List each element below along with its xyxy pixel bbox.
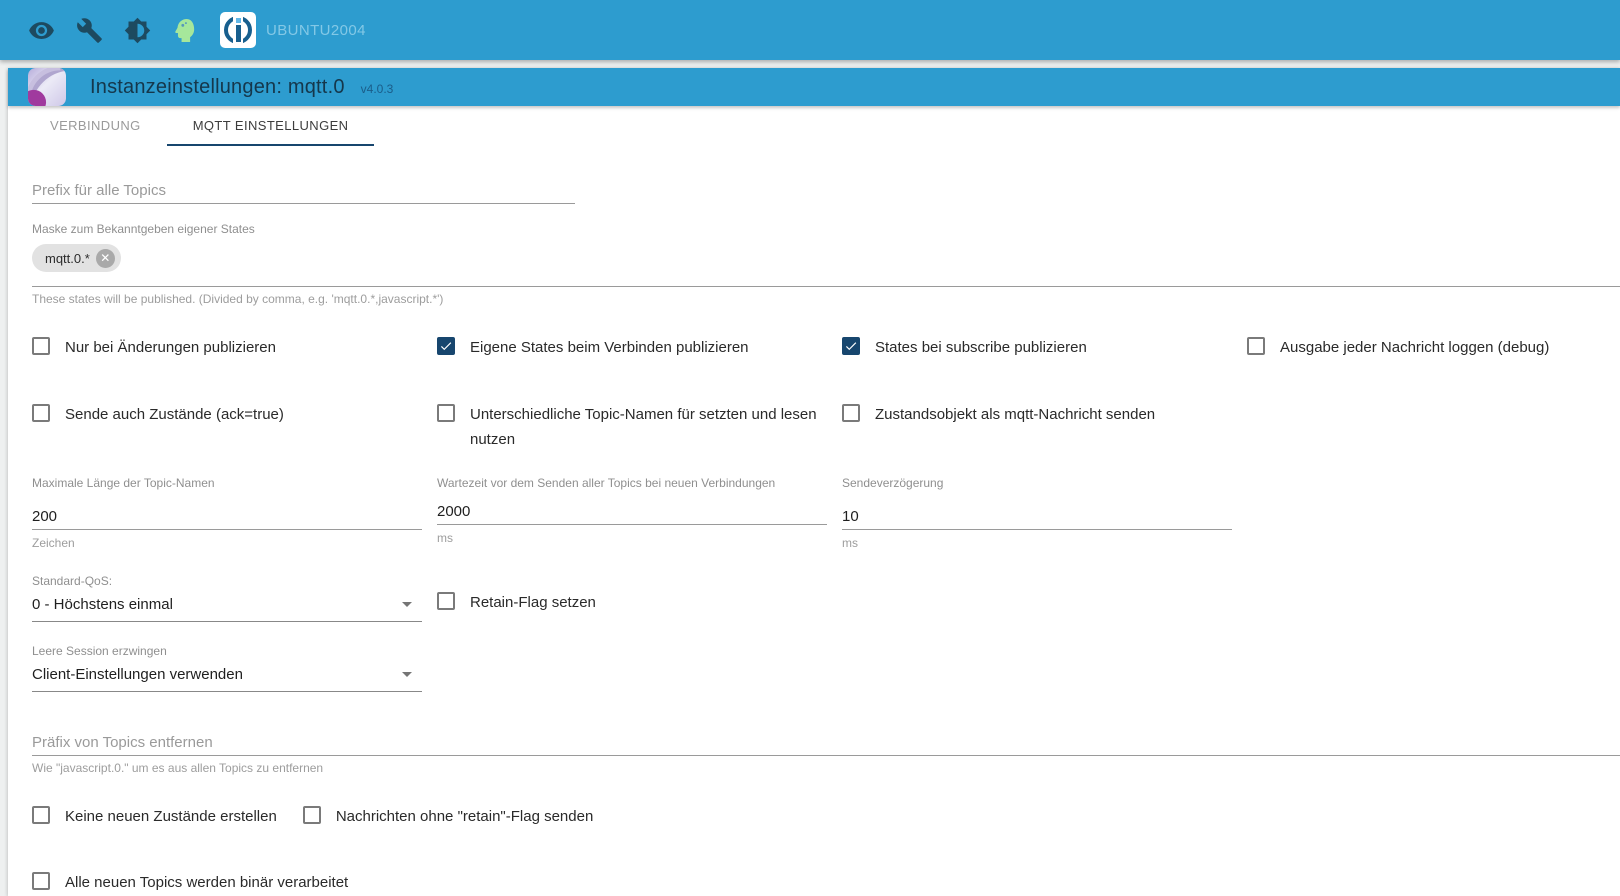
field-label: Maximale Länge der Topic-Namen bbox=[32, 475, 215, 490]
host-head-icon[interactable] bbox=[172, 17, 199, 44]
mask-label: Maske zum Bekanntgeben eigener States bbox=[32, 222, 255, 237]
send-delay-input[interactable] bbox=[842, 507, 1232, 529]
chevron-down-icon bbox=[402, 601, 412, 607]
tab-verbindung[interactable]: VERBINDUNG bbox=[50, 117, 141, 133]
hostname-label: UBUNTU2004 bbox=[266, 21, 366, 39]
checkbox-different-topic-names[interactable]: Unterschiedliche Topic-Namen für setzten… bbox=[437, 403, 827, 453]
max-topic-length-field: Maximale Länge der Topic-Namen Zeichen bbox=[32, 475, 422, 550]
iobroker-logo[interactable] bbox=[220, 12, 256, 48]
logo-i-dot bbox=[235, 18, 241, 23]
checkbox-label: Unterschiedliche Topic-Namen für setzten… bbox=[470, 406, 817, 448]
dialog-title-bar: Instanzeinstellungen: mqtt.0 v4.0.3 bbox=[8, 68, 1620, 107]
mqtt-adapter-icon bbox=[28, 68, 66, 107]
instance-settings-dialog: Instanzeinstellungen: mqtt.0 v4.0.3 VERB… bbox=[8, 68, 1620, 896]
checkbox-label: Zustandsobjekt als mqtt-Nachricht senden bbox=[875, 406, 1156, 423]
page-title: Instanzeinstellungen: mqtt.0 bbox=[90, 75, 345, 98]
checkbox-retain-flag[interactable]: Retain-Flag setzen bbox=[437, 591, 842, 616]
checkbox-row-2: Sende auch Zustände (ack=true) Unterschi… bbox=[32, 403, 1620, 453]
top-app-bar: UBUNTU2004 bbox=[0, 0, 1620, 60]
field-label: Wartezeit vor dem Senden aller Topics be… bbox=[437, 475, 776, 490]
remove-prefix-help: Wie "javascript.0." um es aus allen Topi… bbox=[32, 760, 324, 775]
checkbox-label: Nachrichten ohne "retain"-Flag senden bbox=[335, 807, 594, 825]
checkbox-label: Ausgabe jeder Nachricht loggen (debug) bbox=[1280, 339, 1550, 357]
checkbox-label: Keine neuen Zustände erstellen bbox=[65, 807, 277, 825]
checkbox-debug-log[interactable]: Ausgabe jeder Nachricht loggen (debug) bbox=[1247, 336, 1620, 361]
clean-session-select[interactable]: Leere Session erzwingen Client-Einstellu… bbox=[32, 642, 422, 692]
qos-select[interactable]: Standard-QoS: 0 - Höchstens einmal bbox=[32, 572, 422, 622]
mask-chip-text: mqtt.0.* bbox=[45, 250, 90, 266]
checkbox-only-on-change[interactable]: Nur bei Änderungen publizieren bbox=[32, 336, 437, 361]
checkbox-box[interactable] bbox=[302, 805, 321, 824]
settings-form: Maske zum Bekanntgeben eigener States mq… bbox=[8, 146, 1620, 896]
field-unit: ms bbox=[437, 530, 453, 545]
eye-icon[interactable] bbox=[28, 17, 55, 44]
qos-row: Standard-QoS: 0 - Höchstens einmal Retai… bbox=[32, 572, 1620, 622]
background-gap bbox=[0, 60, 1620, 68]
field-unit: Zeichen bbox=[32, 535, 75, 550]
chevron-down-icon bbox=[402, 671, 412, 677]
prefix-field bbox=[32, 182, 575, 205]
clean-session-label: Leere Session erzwingen bbox=[32, 643, 167, 658]
checkbox-publish-on-subscribe[interactable]: States bei subscribe publizieren bbox=[842, 336, 1247, 361]
checkbox-no-new-states[interactable]: Keine neuen Zustände erstellen bbox=[32, 805, 277, 830]
send-wait-field: Wartezeit vor dem Senden aller Topics be… bbox=[437, 475, 827, 550]
checkbox-binary-topics[interactable]: Alle neuen Topics werden binär verarbeit… bbox=[32, 871, 348, 896]
checkbox-box[interactable] bbox=[437, 404, 455, 422]
adapter-version: v4.0.3 bbox=[360, 82, 394, 97]
prefix-input[interactable] bbox=[32, 182, 575, 204]
send-delay-field: Sendeverzögerung ms bbox=[842, 475, 1232, 550]
checkbox-no-retain-flag[interactable]: Nachrichten ohne "retain"-Flag senden bbox=[302, 805, 594, 830]
checkbox-label: States bei subscribe publizieren bbox=[875, 339, 1087, 357]
mask-help: These states will be published. (Divided… bbox=[32, 292, 444, 307]
checkbox-row-4: Alle neuen Topics werden binär verarbeit… bbox=[32, 871, 1620, 896]
max-topic-length-input[interactable] bbox=[32, 507, 422, 529]
checkbox-box[interactable] bbox=[1247, 337, 1265, 356]
checkbox-label: Sende auch Zustände (ack=true) bbox=[65, 406, 284, 423]
checkbox-label: Alle neuen Topics werden binär verarbeit… bbox=[65, 874, 349, 892]
checkbox-label: Eigene States beim Verbinden publizieren bbox=[470, 339, 749, 357]
mask-chip[interactable]: mqtt.0.* ✕ bbox=[32, 244, 121, 273]
field-label: Sendeverzögerung bbox=[842, 475, 944, 490]
chip-delete-icon[interactable]: ✕ bbox=[95, 248, 115, 268]
logo-i-bar bbox=[235, 25, 241, 42]
wrench-icon[interactable] bbox=[76, 17, 103, 44]
checkbox-state-object-as-message[interactable]: Zustandsobjekt als mqtt-Nachricht senden bbox=[842, 403, 1247, 453]
brightness-icon[interactable] bbox=[124, 17, 151, 44]
checkbox-box[interactable] bbox=[437, 592, 455, 611]
mask-chip-row[interactable]: mqtt.0.* ✕ bbox=[32, 244, 1620, 288]
checkbox-publish-own-states[interactable]: Eigene States beim Verbinden publizieren bbox=[437, 336, 842, 361]
checkbox-row-1: Nur bei Änderungen publizieren Eigene St… bbox=[32, 336, 1620, 361]
checkbox-send-ack-states[interactable]: Sende auch Zustände (ack=true) bbox=[32, 403, 437, 453]
checkbox-box[interactable] bbox=[32, 337, 50, 356]
checkbox-box[interactable] bbox=[32, 805, 50, 824]
checkbox-box[interactable] bbox=[842, 337, 860, 356]
checkbox-label: Nur bei Änderungen publizieren bbox=[65, 339, 276, 357]
checkbox-box[interactable] bbox=[842, 404, 860, 422]
tab-mqtt-einstellungen[interactable]: MQTT EINSTELLUNGEN bbox=[166, 106, 375, 147]
remove-prefix-field: Wie "javascript.0." um es aus allen Topi… bbox=[32, 733, 1620, 775]
checkbox-row-3: Keine neuen Zustände erstellen Nachricht… bbox=[32, 805, 1620, 830]
mask-field: Maske zum Bekanntgeben eigener States mq… bbox=[32, 220, 1620, 306]
checkbox-box[interactable] bbox=[32, 404, 50, 422]
checkbox-label: Retain-Flag setzen bbox=[470, 594, 596, 612]
clean-session-selected-value: Client-Einstellungen verwenden bbox=[32, 665, 243, 683]
numeric-fields-row: Maximale Länge der Topic-Namen Zeichen W… bbox=[32, 475, 1620, 550]
qos-selected-value: 0 - Höchstens einmal bbox=[32, 595, 173, 613]
settings-tabs: VERBINDUNG MQTT EINSTELLUNGEN bbox=[24, 106, 1620, 147]
send-wait-input[interactable] bbox=[437, 502, 827, 524]
checkbox-box[interactable] bbox=[437, 337, 455, 356]
remove-prefix-input[interactable] bbox=[32, 733, 1620, 755]
field-unit: ms bbox=[842, 535, 858, 550]
qos-label: Standard-QoS: bbox=[32, 573, 113, 588]
checkbox-box[interactable] bbox=[32, 872, 50, 891]
